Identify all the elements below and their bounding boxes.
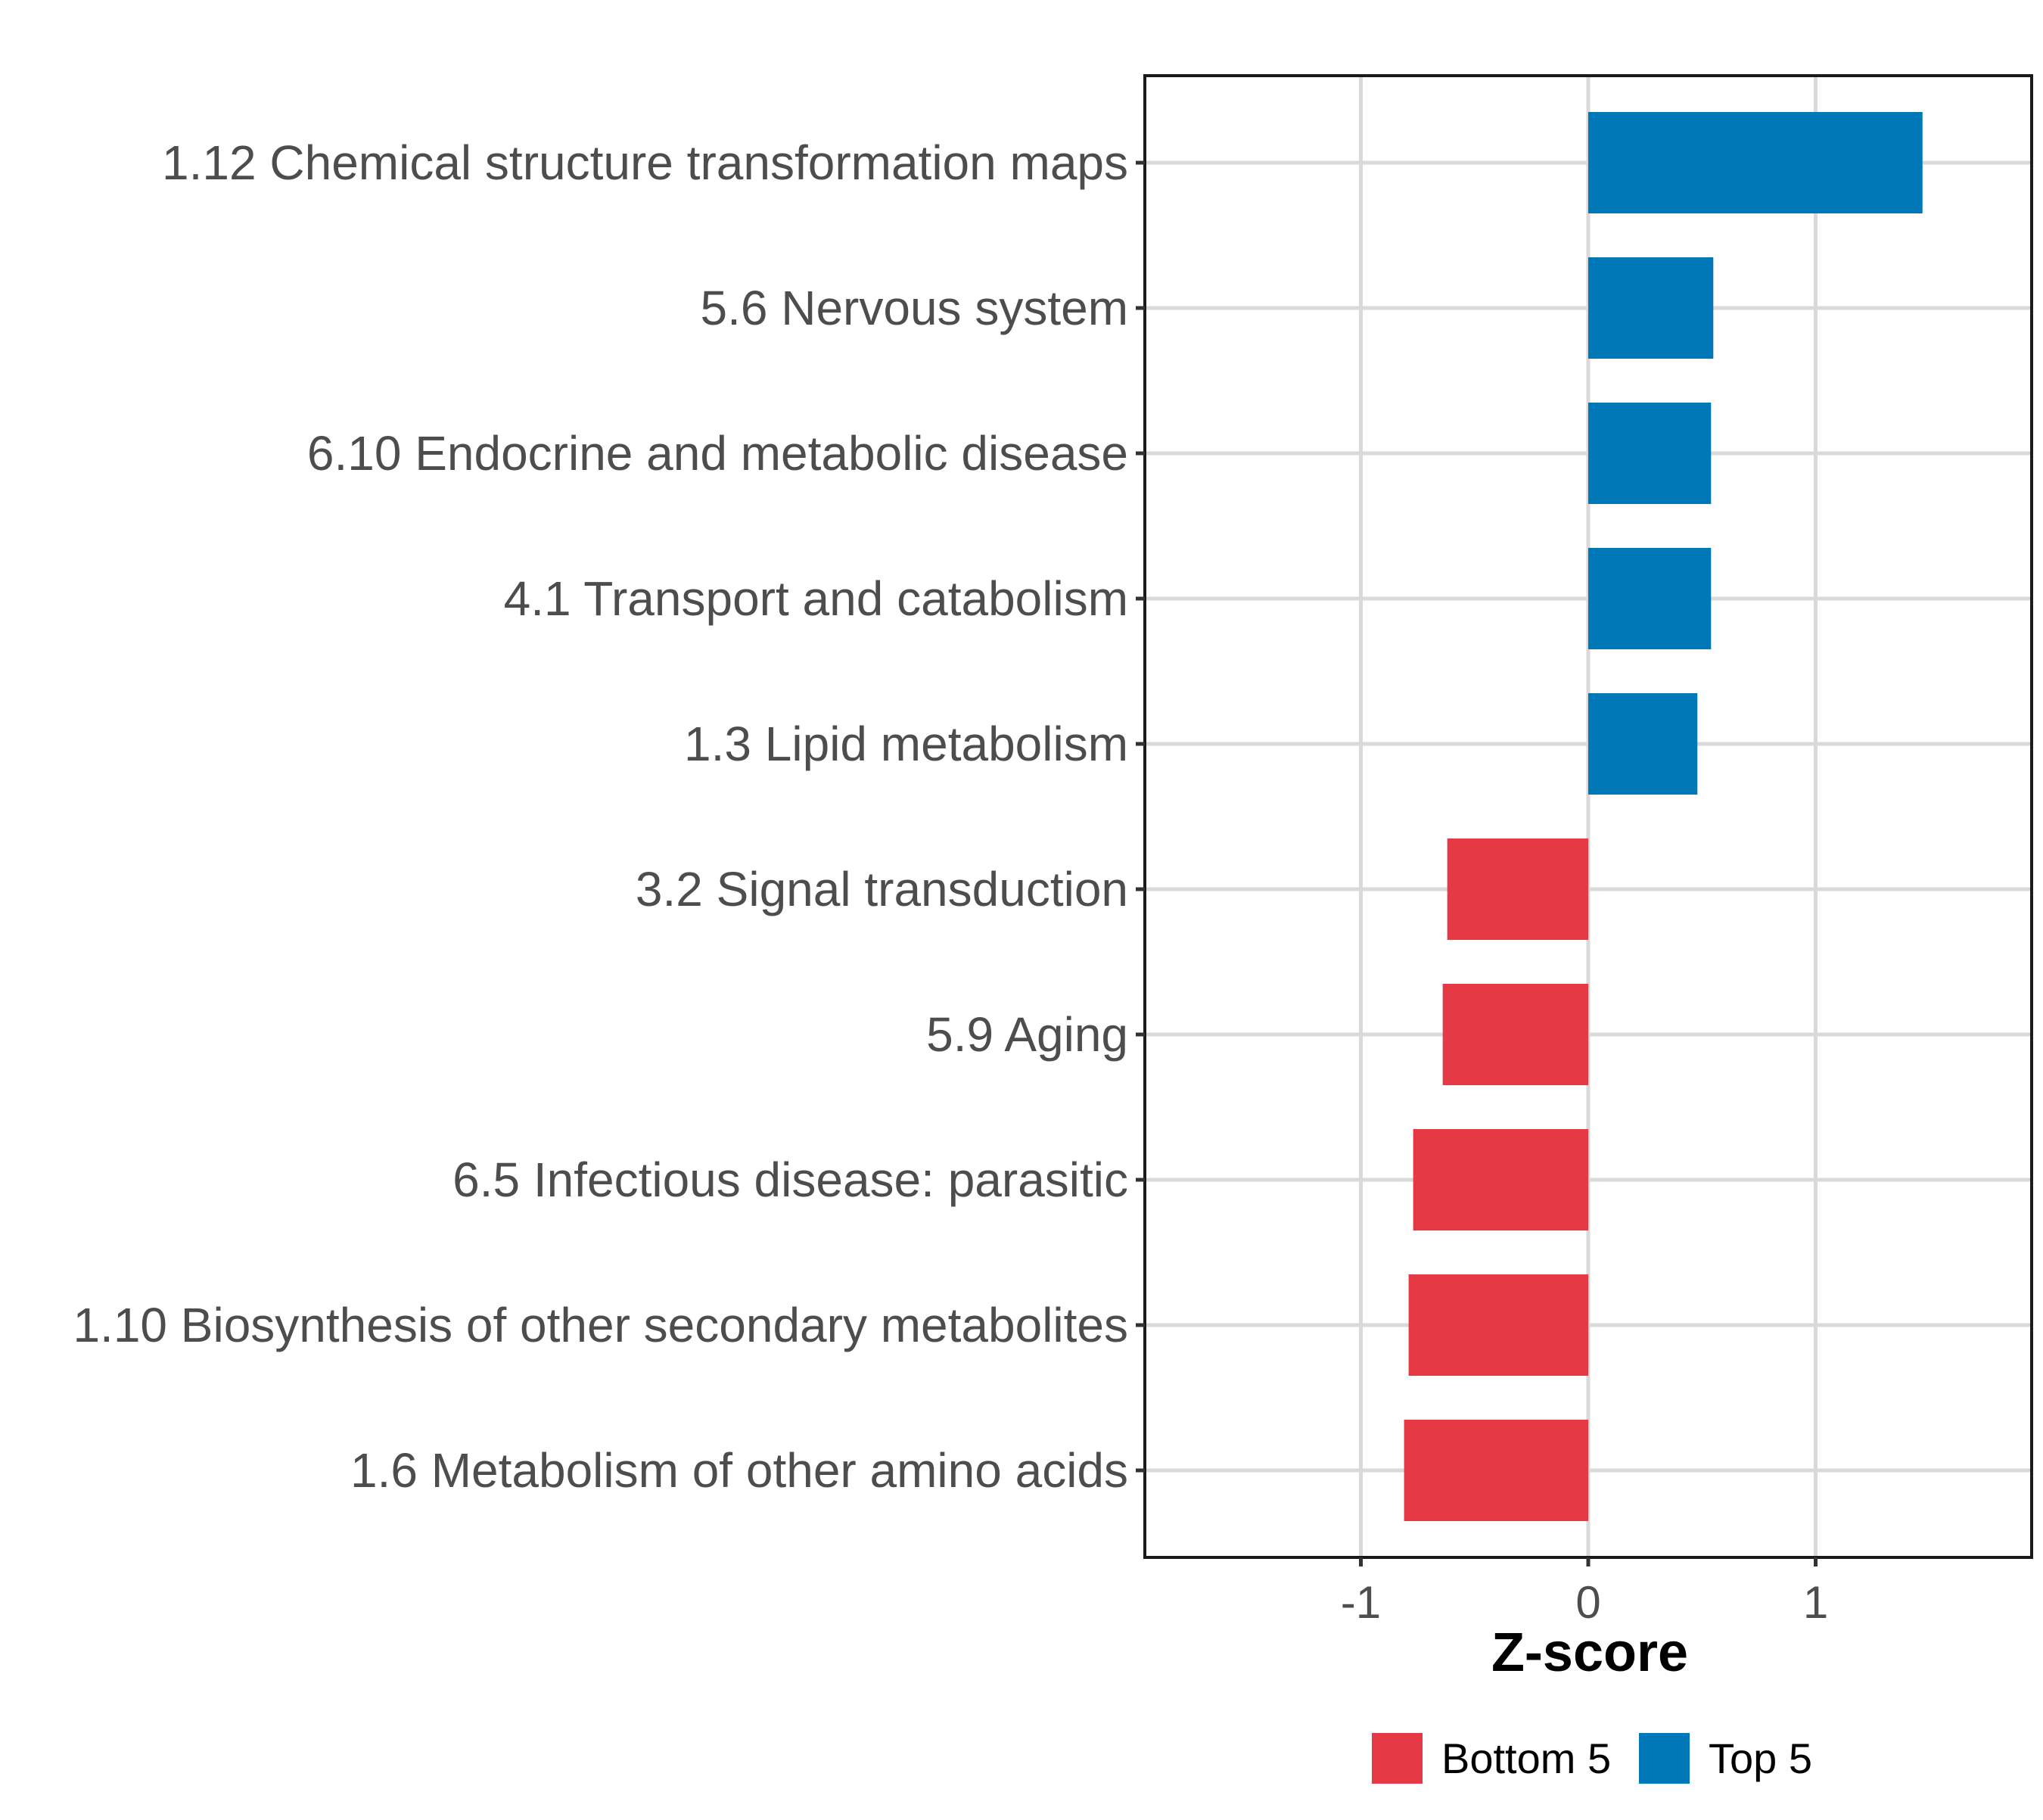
bar: [1588, 548, 1712, 649]
bar: [1588, 112, 1923, 213]
category-label: 5.6 Nervous system: [700, 281, 1128, 335]
category-label: 1.10 Biosynthesis of other secondary met…: [73, 1298, 1128, 1352]
category-label: 6.5 Infectious disease: parasitic: [452, 1153, 1128, 1207]
x-axis-title: Z-score: [1491, 1622, 1688, 1683]
bar: [1408, 1274, 1588, 1376]
legend: Bottom 5 Top 5: [1372, 1733, 1812, 1784]
bar: [1413, 1129, 1588, 1230]
bar: [1442, 984, 1588, 1085]
category-label: 1.3 Lipid metabolism: [684, 717, 1128, 771]
y-axis: 1.12 Chemical structure transformation m…: [73, 135, 1145, 1498]
bar: [1404, 1420, 1588, 1521]
legend-label: Bottom 5: [1441, 1734, 1611, 1782]
x-tick-label: 0: [1575, 1577, 1600, 1628]
bar: [1588, 403, 1712, 504]
bar: [1588, 693, 1698, 795]
category-label: 5.9 Aging: [926, 1007, 1128, 1062]
legend-swatch: [1372, 1733, 1423, 1784]
legend-swatch: [1639, 1733, 1690, 1784]
bar: [1588, 257, 1714, 359]
x-axis: -1 0 1: [1341, 1557, 1828, 1628]
x-tick-label: 1: [1803, 1577, 1828, 1628]
category-label: 4.1 Transport and catabolism: [504, 571, 1128, 626]
x-tick-label: -1: [1341, 1577, 1381, 1628]
bar: [1447, 838, 1588, 940]
category-label: 1.6 Metabolism of other amino acids: [350, 1443, 1128, 1498]
legend-label: Top 5: [1709, 1734, 1812, 1782]
category-label: 1.12 Chemical structure transformation m…: [162, 135, 1128, 190]
category-label: 3.2 Signal transduction: [636, 862, 1128, 916]
bars: [1404, 112, 1923, 1521]
category-label: 6.10 Endocrine and metabolic disease: [307, 426, 1128, 481]
